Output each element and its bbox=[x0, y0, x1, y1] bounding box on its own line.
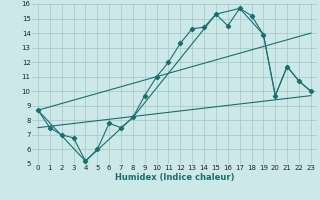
X-axis label: Humidex (Indice chaleur): Humidex (Indice chaleur) bbox=[115, 173, 234, 182]
